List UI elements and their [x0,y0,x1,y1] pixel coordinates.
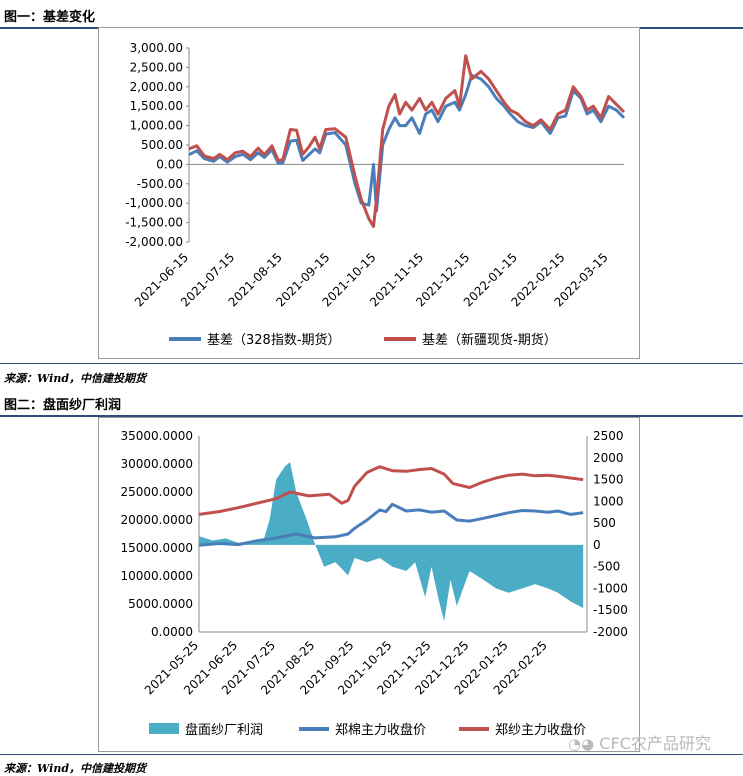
left-tick-label: 20000.0000 [120,513,193,527]
y-tick-label: 0.00 [156,157,183,171]
right-tick-label: -1000 [593,581,628,595]
y-tick-label: -1,000.00 [125,196,183,210]
right-tick-label: -1500 [593,603,628,617]
figure1-bottom-rule [0,363,743,364]
watermark: ◔◕ CFC农产品研究 [568,730,711,754]
right-tick-label: 500 [593,516,616,530]
y-tick-label: 500.00 [141,138,183,152]
y-tick-label: 2,500.00 [130,60,183,74]
figure1-chart: 3,000.00 2,500.00 2,000.00 1,500.00 1,000.00… [125,41,626,348]
legend-label-2: 基差（新疆现货-期货） [422,332,557,348]
y-tick-label: -1,500.00 [125,216,183,230]
figure2-chart: 35000.000030000.000025000.000020000.0000… [120,429,628,738]
right-tick-label: 2000 [593,451,624,465]
series-area-1 [199,462,584,622]
legend-swatch-1 [149,723,179,734]
y-tick-label: 3,000.00 [130,41,183,55]
left-tick-label: 30000.0000 [120,457,193,471]
figure1-source: 来源：Wind，中信建投期货 [4,372,147,385]
left-tick-label: 10000.0000 [120,569,193,583]
legend-label-1: 基差（328指数-期货） [207,332,341,348]
legend-label-3: 郑纱主力收盘价 [495,722,586,738]
right-tick-label: -2000 [593,625,628,639]
y-tick-label: 1,000.00 [130,119,183,133]
left-tick-label: 25000.0000 [120,485,193,499]
figure1-chart-frame: 3,000.00 2,500.00 2,000.00 1,500.00 1,000.00… [98,27,640,359]
y-tick-label: -500.00 [137,177,183,191]
series-line-3 [198,465,584,516]
figure2-source: 来源：Wind，中信建投期货 [4,762,147,775]
left-tick-label: 15000.0000 [120,541,193,555]
figure1-caption: 图一：基差变化 [4,10,96,25]
left-tick-label: 35000.0000 [120,429,193,443]
figure2-chart-frame: 35000.0000 30000.0000 25000.0000 20000.0000… [98,417,640,752]
figure2-bottom-rule [0,754,743,755]
right-tick-label: 0 [593,538,601,552]
figure2-top-rule [0,415,743,417]
series-line-2 [188,54,626,228]
y-tick-label: -2,000.00 [125,235,183,249]
watermark-text: CFC农产品研究 [599,734,711,753]
figure2-caption: 图二：盘面纱厂利润 [4,398,122,413]
y-tick-label: 2,000.00 [130,80,183,94]
legend-label-2: 郑棉主力收盘价 [335,722,426,738]
right-tick-label: 1000 [593,494,624,508]
series-line-1 [188,73,626,213]
left-tick-label: 5000.0000 [128,597,193,611]
wechat-icon: ◔◕ [568,735,595,753]
y-tick-label: 1,500.00 [130,99,183,113]
right-tick-label: 1500 [593,473,624,487]
legend-label-1: 盘面纱厂利润 [185,722,263,738]
series-line-2 [198,502,584,547]
left-tick-label: 0.0000 [151,625,193,639]
right-tick-label: -500 [593,560,620,574]
right-tick-label: 2500 [593,429,624,443]
